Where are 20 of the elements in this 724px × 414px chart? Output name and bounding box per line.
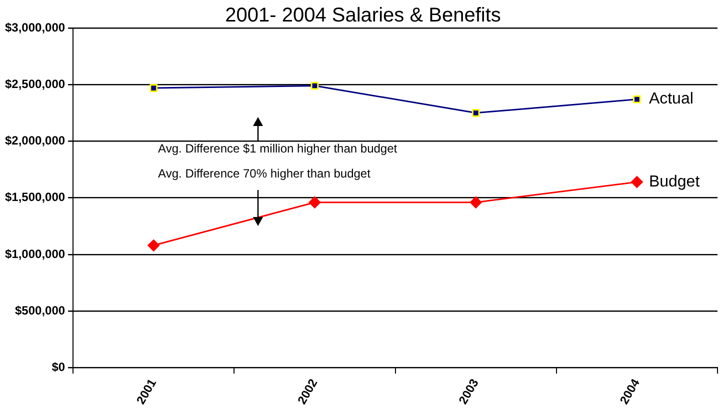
- point: [150, 84, 158, 92]
- y-tick-label: $1,500,000: [4, 190, 66, 204]
- point: [633, 95, 641, 104]
- point: [308, 196, 321, 208]
- y-tick-label: $2,500,000: [4, 76, 66, 91]
- y-tick-label: $1,000,000: [4, 246, 66, 261]
- y-tick-label: $3,000,000: [4, 20, 66, 34]
- chart-title: 2001- 2004 Salaries & Benefits: [225, 4, 501, 27]
- annotation: Avg. Difference $1 million higher than budget: [158, 141, 398, 156]
- y-tick-label: $0: [52, 360, 66, 374]
- series-label: Actual: [648, 90, 694, 108]
- y-tick-label: $2,000,000: [4, 134, 66, 148]
- point: [472, 108, 480, 117]
- point: [148, 239, 160, 252]
- point: [630, 176, 643, 188]
- point: [470, 196, 482, 208]
- point: [310, 82, 319, 90]
- series-label: Budget: [648, 173, 700, 190]
- y-tick-label: $500,000: [14, 303, 66, 318]
- annotation: Avg. Difference 70% higher than budget: [158, 166, 372, 180]
